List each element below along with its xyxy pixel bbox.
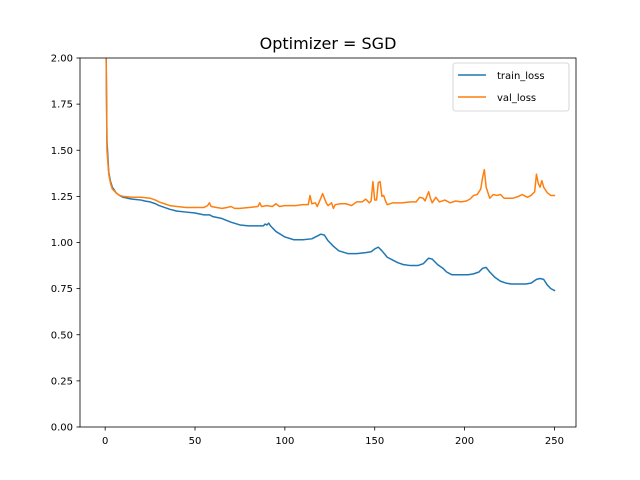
legend-label-train-loss: train_loss: [497, 71, 545, 82]
series-line-train-loss: [105, 58, 556, 292]
y-tick-label: 2.00: [51, 54, 73, 65]
legend-label-val-loss: val_loss: [497, 93, 536, 104]
y-tick-label: 1.75: [51, 100, 73, 111]
series-line-val-loss: [105, 58, 556, 210]
y-tick-label: 0.75: [51, 284, 73, 295]
y-tick-label: 0.50: [51, 330, 73, 341]
x-tick-label: 200: [455, 436, 474, 447]
y-tick-label: 1.25: [51, 192, 73, 203]
x-tick-label: 150: [365, 436, 384, 447]
x-tick-label: 100: [275, 436, 294, 447]
legend: train_loss val_loss: [452, 62, 570, 112]
x-tick-label: 50: [189, 436, 202, 447]
y-tick-label: 0.00: [51, 423, 73, 434]
y-tick-label: 1.00: [51, 238, 73, 249]
y-tick-label: 1.50: [51, 146, 73, 157]
chart-title: Optimizer = SGD: [260, 34, 397, 53]
x-tick-label: 250: [545, 436, 564, 447]
y-tick-label: 0.25: [51, 376, 73, 387]
x-tick-label: 0: [102, 436, 108, 447]
plot-area: 0 50 100 150 200 250 0.00 0.25 0.50 0.75 1.00 1.25 1…: [51, 54, 577, 447]
